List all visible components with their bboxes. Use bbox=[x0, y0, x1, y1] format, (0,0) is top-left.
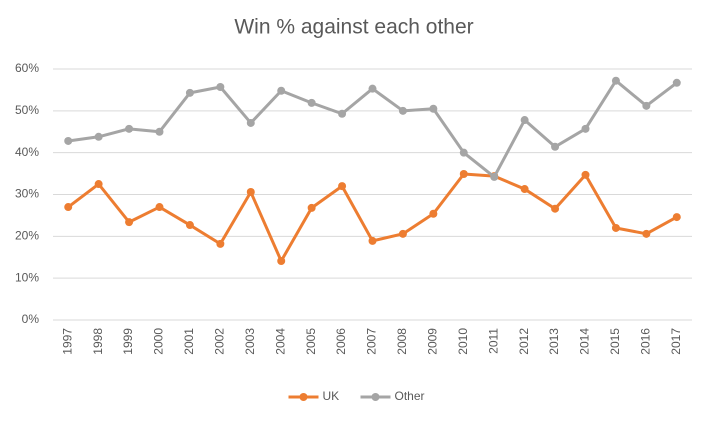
data-point bbox=[368, 236, 377, 245]
y-tick-label: 20% bbox=[15, 229, 39, 243]
data-point bbox=[125, 218, 134, 227]
data-point bbox=[581, 124, 590, 133]
chart-title: Win % against each other bbox=[234, 16, 473, 39]
y-tick-label: 50% bbox=[15, 103, 39, 117]
data-point bbox=[94, 180, 103, 189]
data-point bbox=[672, 213, 681, 222]
y-tick-label: 60% bbox=[15, 61, 39, 75]
x-tick-label: 2000 bbox=[152, 328, 166, 355]
x-tick-label: 2017 bbox=[669, 328, 683, 355]
x-tick-label: 1999 bbox=[121, 328, 135, 355]
data-point bbox=[429, 104, 438, 113]
x-tick-label: 2004 bbox=[273, 328, 287, 355]
x-tick-label: 2013 bbox=[547, 328, 561, 355]
data-point bbox=[216, 82, 225, 91]
x-tick-label: 2003 bbox=[243, 328, 257, 355]
data-point bbox=[64, 136, 73, 145]
data-point bbox=[611, 76, 620, 85]
x-tick-label: 2009 bbox=[426, 328, 440, 355]
x-tick-label: 2014 bbox=[578, 328, 592, 355]
data-point bbox=[307, 203, 316, 212]
x-tick-label: 2005 bbox=[304, 328, 318, 355]
x-tick-label: 2010 bbox=[456, 328, 470, 355]
data-point bbox=[368, 84, 377, 93]
data-point bbox=[429, 209, 438, 218]
legend-label: Other bbox=[395, 389, 425, 403]
y-tick-label: 30% bbox=[15, 187, 39, 201]
x-tick-label: 2015 bbox=[608, 328, 622, 355]
data-point bbox=[64, 203, 73, 212]
data-point bbox=[520, 185, 529, 194]
legend-item: Other bbox=[360, 389, 425, 403]
data-point bbox=[398, 106, 407, 115]
data-point bbox=[581, 170, 590, 179]
x-tick-label: 2011 bbox=[486, 328, 500, 354]
data-point bbox=[277, 86, 286, 95]
data-point bbox=[611, 223, 620, 232]
data-point bbox=[338, 182, 347, 191]
legend-marker bbox=[371, 393, 380, 401]
data-point bbox=[185, 221, 194, 230]
x-tick-label: 2008 bbox=[395, 328, 409, 355]
y-tick-label: 40% bbox=[15, 145, 39, 159]
data-point bbox=[246, 118, 255, 127]
data-point bbox=[155, 127, 164, 136]
data-point bbox=[672, 78, 681, 87]
data-point bbox=[246, 187, 255, 196]
data-point bbox=[490, 172, 499, 181]
x-tick-label: 2016 bbox=[639, 328, 653, 355]
data-point bbox=[307, 98, 316, 107]
x-tick-label: 2001 bbox=[182, 328, 196, 355]
x-tick-label: 1998 bbox=[91, 328, 105, 355]
data-point bbox=[216, 239, 225, 248]
legend-item: UK bbox=[288, 389, 340, 403]
data-point bbox=[94, 132, 103, 141]
x-tick-label: 2006 bbox=[334, 328, 348, 355]
data-point bbox=[551, 204, 560, 213]
y-tick-label: 0% bbox=[22, 312, 40, 326]
x-tick-label: 2002 bbox=[213, 328, 227, 355]
data-point bbox=[125, 124, 134, 133]
legend-marker bbox=[299, 393, 308, 401]
data-point bbox=[277, 257, 286, 266]
data-point bbox=[642, 101, 651, 110]
data-point bbox=[520, 116, 529, 125]
data-point bbox=[642, 229, 651, 238]
x-tick-label: 1997 bbox=[60, 328, 74, 355]
y-tick-label: 10% bbox=[15, 270, 39, 284]
data-point bbox=[398, 229, 407, 238]
data-point bbox=[155, 203, 164, 212]
data-point bbox=[551, 142, 560, 151]
x-tick-label: 2007 bbox=[365, 328, 379, 355]
data-point bbox=[459, 148, 468, 157]
data-point bbox=[338, 109, 347, 118]
data-point bbox=[459, 170, 468, 179]
x-tick-label: 2012 bbox=[517, 328, 531, 355]
legend-label: UK bbox=[323, 389, 340, 403]
data-point bbox=[185, 88, 194, 97]
